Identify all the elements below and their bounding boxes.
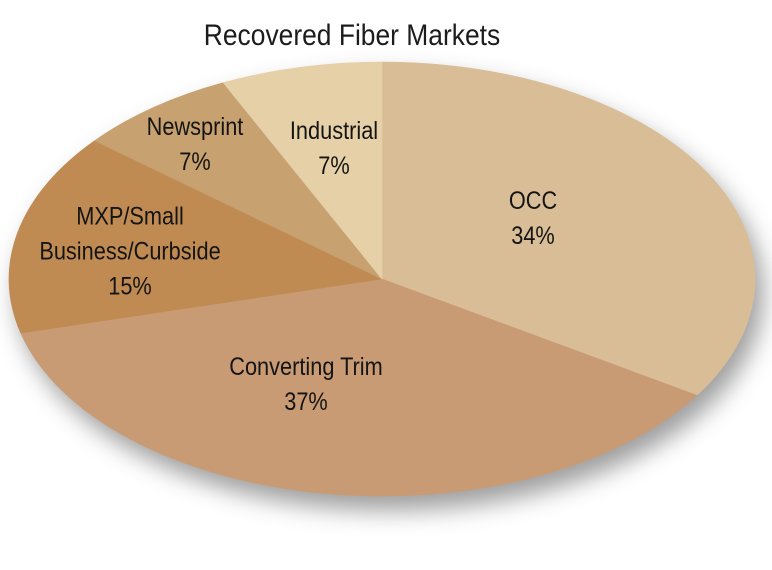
pie-slice-occ xyxy=(381,61,756,396)
pie-label-line: 7% xyxy=(179,148,211,176)
pie-slice-industrial xyxy=(222,61,383,280)
pie-slices-group xyxy=(8,61,756,497)
pie-label-line: 15% xyxy=(108,272,152,301)
pie-label-line: Industrial xyxy=(289,117,379,145)
pie-slice-newsprint xyxy=(94,82,383,280)
pie-label-line: OCC xyxy=(508,187,558,215)
pie-label-mxp-small-business-curbside: MXP/Small Business/Curbside 15% xyxy=(39,200,220,305)
pie-label-line: Newsprint xyxy=(146,113,244,141)
pie-slice-converting-trim xyxy=(20,278,698,497)
pie-label-line: Converting Trim xyxy=(229,353,383,381)
pie-slice-mxp-small-business-curbside xyxy=(8,140,384,334)
pie-label-converting-trim: Converting Trim 37% xyxy=(229,350,383,420)
pie-label-line: Business/Curbside xyxy=(39,237,221,266)
pie-label-line: MXP/Small xyxy=(76,202,184,231)
pie-label-line: 37% xyxy=(284,388,328,416)
pie-label-line: 34% xyxy=(511,222,555,250)
pie-label-industrial: Industrial 7% xyxy=(290,114,378,184)
chart-title: Recovered Fiber Markets xyxy=(203,19,501,52)
pie-label-line: 7% xyxy=(318,152,350,180)
pie-label-newsprint: Newsprint 7% xyxy=(147,110,244,180)
pie-label-occ: OCC 34% xyxy=(509,184,557,254)
